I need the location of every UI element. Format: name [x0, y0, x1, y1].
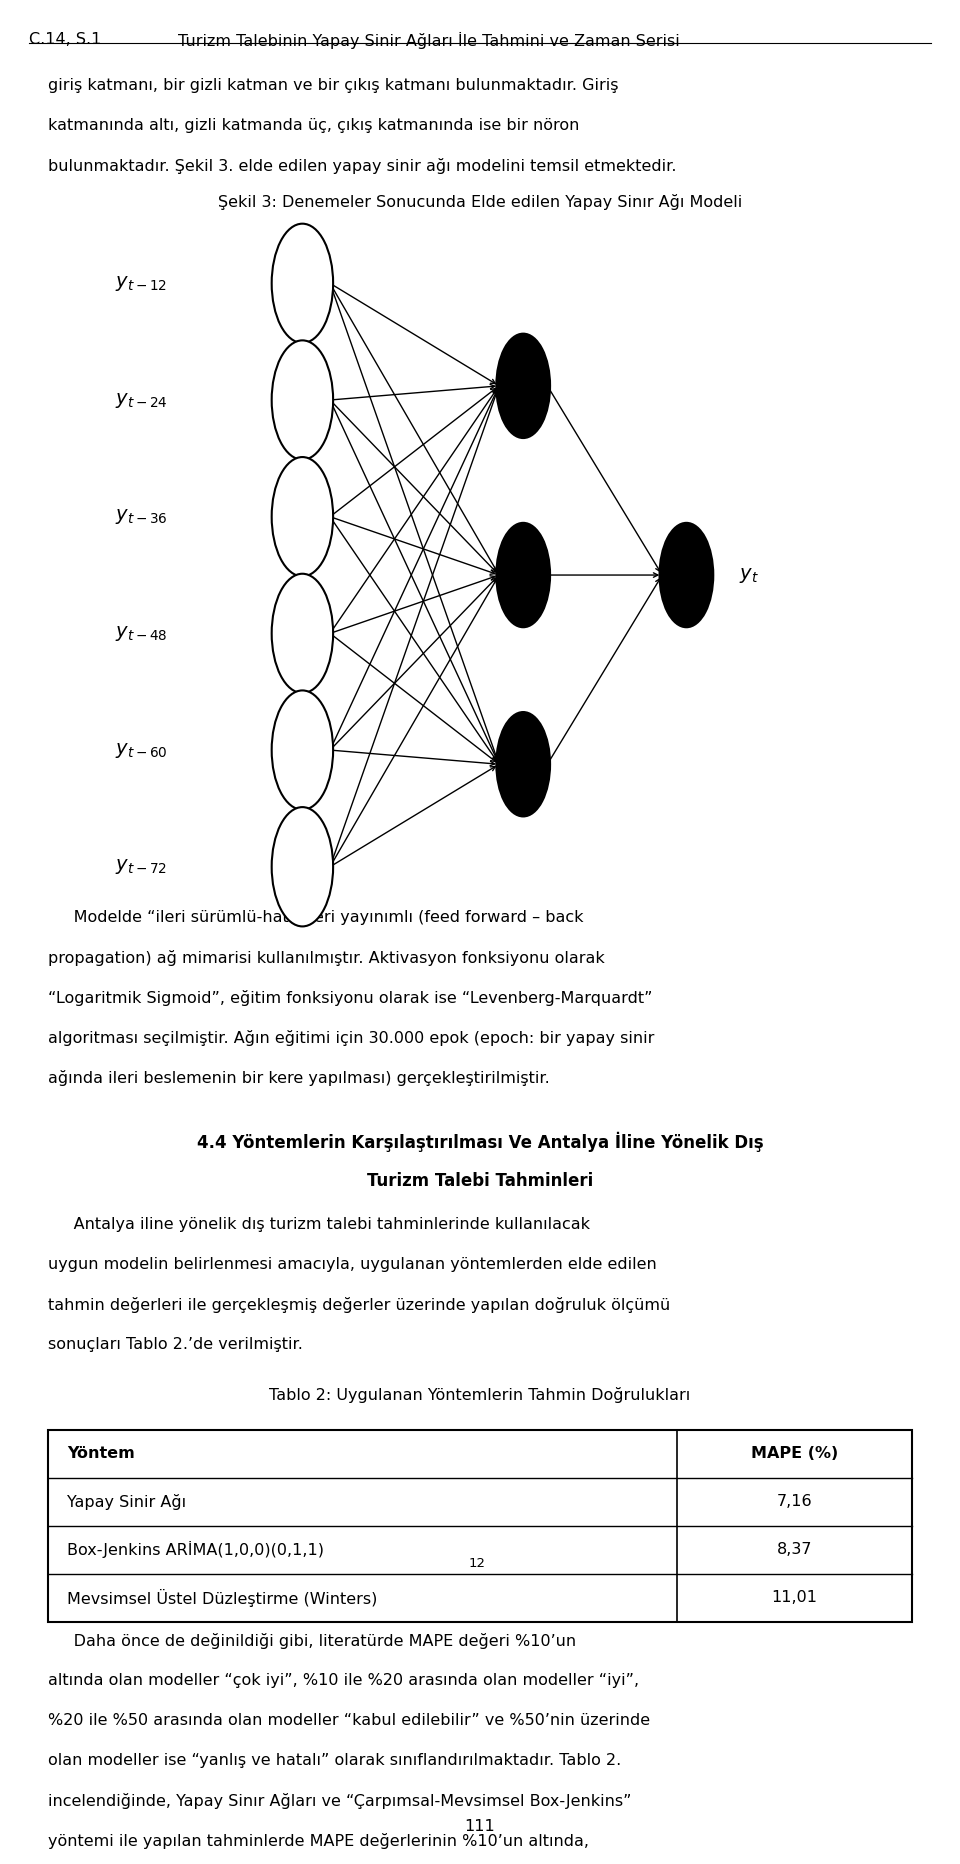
Circle shape — [272, 690, 333, 809]
Circle shape — [272, 574, 333, 693]
Text: 111: 111 — [465, 1819, 495, 1834]
Circle shape — [272, 457, 333, 576]
Text: 8,37: 8,37 — [777, 1542, 812, 1556]
Text: 7,16: 7,16 — [777, 1495, 812, 1510]
Text: 4.4 Yöntemlerin Karşılaştırılması Ve Antalya İline Yönelik Dış: 4.4 Yöntemlerin Karşılaştırılması Ve Ant… — [197, 1131, 763, 1152]
Text: $y_{t-24}$: $y_{t-24}$ — [115, 391, 168, 410]
Text: 11,01: 11,01 — [772, 1590, 817, 1605]
Circle shape — [272, 224, 333, 343]
Text: $y_{t-36}$: $y_{t-36}$ — [115, 507, 168, 526]
Text: 12: 12 — [468, 1556, 486, 1569]
Circle shape — [660, 524, 713, 626]
Text: MAPE (%): MAPE (%) — [751, 1446, 838, 1461]
Circle shape — [496, 712, 550, 816]
Text: giriş katmanı, bir gizli katman ve bir çıkış katmanı bulunmaktadır. Giriş: giriş katmanı, bir gizli katman ve bir ç… — [48, 78, 618, 93]
Text: $y_{t-12}$: $y_{t-12}$ — [115, 274, 167, 293]
Text: Yöntem: Yöntem — [67, 1446, 135, 1461]
Text: olan modeller ise “yanlış ve hatalı” olarak sınıflandırılmaktadır. Tablo 2.: olan modeller ise “yanlış ve hatalı” ola… — [48, 1752, 621, 1769]
Text: Mevsimsel Üstel Düzleştirme (Winters): Mevsimsel Üstel Düzleştirme (Winters) — [67, 1588, 377, 1607]
Text: $y_t$: $y_t$ — [739, 565, 759, 585]
Circle shape — [496, 524, 550, 626]
Text: $y_{t-72}$: $y_{t-72}$ — [115, 857, 167, 876]
Circle shape — [496, 334, 550, 438]
Text: Modelde “ileri sürümlü-hata geri yayınımlı (feed forward – back: Modelde “ileri sürümlü-hata geri yayınım… — [48, 910, 584, 925]
Text: algoritması seçilmiştir. Ağın eğitimi için 30.000 epok (epoch: bir yapay sinir: algoritması seçilmiştir. Ağın eğitimi iç… — [48, 1029, 655, 1046]
Text: Tablo 2: Uygulanan Yöntemlerin Tahmin Doğrulukları: Tablo 2: Uygulanan Yöntemlerin Tahmin Do… — [270, 1387, 690, 1404]
Text: uygun modelin belirlenmesi amacıyla, uygulanan yöntemlerden elde edilen: uygun modelin belirlenmesi amacıyla, uyg… — [48, 1258, 657, 1273]
Text: Daha önce de değinildiği gibi, literatürde MAPE değeri %10’un: Daha önce de değinildiği gibi, literatür… — [48, 1633, 576, 1650]
Text: katmanında altı, gizli katmanda üç, çıkış katmanında ise bir nöron: katmanında altı, gizli katmanda üç, çıkı… — [48, 119, 580, 134]
Text: ağında ileri beslemenin bir kere yapılması) gerçekleştirilmiştir.: ağında ileri beslemenin bir kere yapılma… — [48, 1070, 550, 1087]
Text: %20 ile %50 arasında olan modeller “kabul edilebilir” ve %50’nin üzerinde: %20 ile %50 arasında olan modeller “kabu… — [48, 1713, 650, 1728]
Circle shape — [272, 807, 333, 926]
Text: C.14, S.1: C.14, S.1 — [29, 32, 101, 47]
Text: “Logaritmik Sigmoid”, eğitim fonksiyonu olarak ise “Levenberg-Marquardt”: “Logaritmik Sigmoid”, eğitim fonksiyonu … — [48, 990, 653, 1007]
Text: tahmin değerleri ile gerçekleşmiş değerler üzerinde yapılan doğruluk ölçümü: tahmin değerleri ile gerçekleşmiş değerl… — [48, 1297, 670, 1314]
Circle shape — [272, 341, 333, 460]
Text: Box-Jenkins ARİMA(1,0,0)(0,1,1): Box-Jenkins ARİMA(1,0,0)(0,1,1) — [67, 1542, 324, 1558]
Text: Yapay Sinir Ağı: Yapay Sinir Ağı — [67, 1493, 186, 1510]
Text: bulunmaktadır. Şekil 3. elde edilen yapay sinir ağı modelini temsil etmektedir.: bulunmaktadır. Şekil 3. elde edilen yapa… — [48, 158, 677, 175]
Text: incelendiğinde, Yapay Sinır Ağları ve “Çarpımsal-Mevsimsel Box-Jenkins”: incelendiğinde, Yapay Sinır Ağları ve “Ç… — [48, 1793, 632, 1810]
Bar — [48, 1430, 912, 1622]
Text: propagation) ağ mimarisi kullanılmıştır. Aktivasyon fonksiyonu olarak: propagation) ağ mimarisi kullanılmıştır.… — [48, 951, 605, 966]
Text: Şekil 3: Denemeler Sonucunda Elde edilen Yapay Sinır Ağı Modeli: Şekil 3: Denemeler Sonucunda Elde edilen… — [218, 194, 742, 211]
Text: $y_{t-60}$: $y_{t-60}$ — [115, 740, 168, 759]
Text: sonuçları Tablo 2.’de verilmiştir.: sonuçları Tablo 2.’de verilmiştir. — [48, 1338, 302, 1353]
Text: altında olan modeller “çok iyi”, %10 ile %20 arasında olan modeller “iyi”,: altında olan modeller “çok iyi”, %10 ile… — [48, 1674, 639, 1689]
Text: yöntemi ile yapılan tahminlerde MAPE değerlerinin %10’un altında,: yöntemi ile yapılan tahminlerde MAPE değ… — [48, 1834, 589, 1849]
Text: $y_{t-48}$: $y_{t-48}$ — [115, 624, 168, 643]
Text: Turizm Talebinin Yapay Sinir Ağları İle Tahmini ve Zaman Serisi: Turizm Talebinin Yapay Sinir Ağları İle … — [178, 32, 680, 48]
Text: Turizm Talebi Tahminleri: Turizm Talebi Tahminleri — [367, 1172, 593, 1189]
Text: Antalya iline yönelik dış turizm talebi tahminlerinde kullanılacak: Antalya iline yönelik dış turizm talebi … — [48, 1217, 590, 1232]
